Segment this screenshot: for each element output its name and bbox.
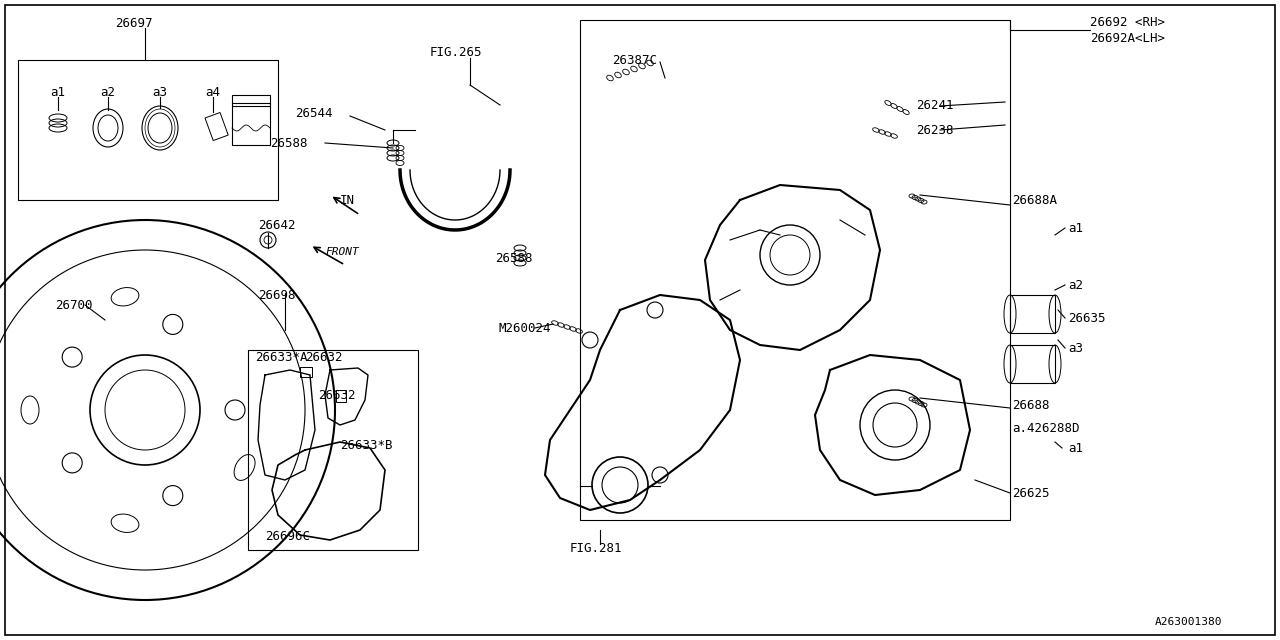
Bar — [232, 95, 270, 145]
Text: 26635: 26635 — [1068, 312, 1106, 324]
Text: 26633*A: 26633*A — [255, 351, 307, 364]
Text: 26241: 26241 — [916, 99, 954, 111]
Bar — [1010, 345, 1055, 383]
Text: 26692A<LH>: 26692A<LH> — [1091, 31, 1165, 45]
Text: a1: a1 — [1068, 442, 1083, 454]
Text: a1: a1 — [50, 86, 65, 99]
Bar — [1010, 295, 1055, 333]
Text: 26238: 26238 — [916, 124, 954, 136]
Text: a3: a3 — [152, 86, 166, 99]
Text: 26588: 26588 — [270, 136, 307, 150]
Text: a3: a3 — [1068, 342, 1083, 355]
Text: 26642: 26642 — [259, 218, 296, 232]
Text: a4: a4 — [205, 86, 220, 99]
Text: FIG.265: FIG.265 — [430, 45, 483, 58]
Text: 26588: 26588 — [495, 252, 532, 264]
Text: 26700: 26700 — [55, 298, 92, 312]
Text: 26688: 26688 — [1012, 399, 1050, 412]
Text: 26632: 26632 — [317, 388, 356, 401]
Text: a1: a1 — [1068, 221, 1083, 234]
Bar — [580, 20, 1010, 520]
Text: 26698: 26698 — [259, 289, 296, 301]
Text: 26387C: 26387C — [612, 54, 657, 67]
Text: 26696C: 26696C — [265, 531, 310, 543]
Bar — [300, 367, 312, 377]
Bar — [18, 60, 278, 200]
Text: M260024: M260024 — [498, 321, 550, 335]
Text: 26625: 26625 — [1012, 486, 1050, 499]
Text: 26688A: 26688A — [1012, 193, 1057, 207]
Text: a2: a2 — [1068, 278, 1083, 291]
Text: 26692 <RH>: 26692 <RH> — [1091, 15, 1165, 29]
Text: 26697: 26697 — [115, 17, 152, 29]
Text: a2: a2 — [100, 86, 115, 99]
Text: 26544: 26544 — [294, 106, 333, 120]
Text: A263001380: A263001380 — [1155, 617, 1222, 627]
Text: a.426288D: a.426288D — [1012, 422, 1079, 435]
Text: FIG.281: FIG.281 — [570, 541, 622, 554]
Bar — [205, 113, 228, 141]
Text: 26632: 26632 — [305, 351, 343, 364]
Bar — [337, 390, 346, 402]
Bar — [248, 350, 419, 550]
Text: IN: IN — [340, 193, 355, 207]
Text: 26633*B: 26633*B — [340, 438, 393, 451]
Text: FRONT: FRONT — [325, 247, 358, 257]
